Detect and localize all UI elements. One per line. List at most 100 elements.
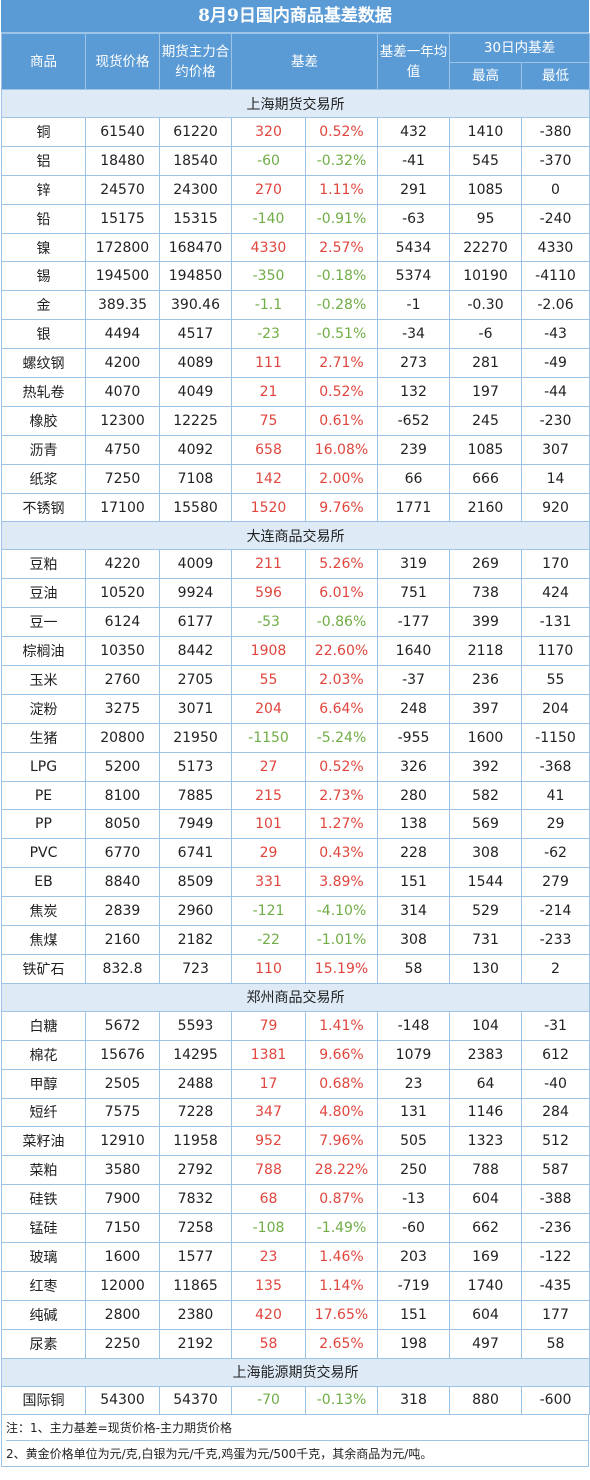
- futures-price-cell: 8442: [159, 636, 232, 667]
- futures-price-cell: 11958: [159, 1126, 232, 1157]
- basis-30d-high-cell: 569: [449, 809, 522, 840]
- table-row: 锡 194500 194850 -350 -0.18% 5374 10190 -4110: [1, 261, 590, 292]
- basis-30d-high-cell: 1410: [449, 117, 522, 147]
- spot-price-cell: 2760: [85, 665, 160, 695]
- sheet-title: 8月9日国内商品基差数据: [1, 0, 589, 33]
- commodity-cell: 锡: [1, 261, 86, 292]
- spot-price-cell: 7250: [85, 463, 160, 494]
- spot-price-cell: 12300: [85, 405, 160, 436]
- spot-price-cell: 4494: [85, 319, 160, 350]
- basis-year-avg-cell: 132: [377, 377, 450, 407]
- basis-percent-cell: -5.24%: [305, 722, 378, 753]
- spot-price-cell: 12910: [85, 1126, 160, 1157]
- basis-year-avg-cell: 505: [377, 1126, 450, 1157]
- spot-price-cell: 2505: [85, 1068, 160, 1099]
- futures-price-cell: 7949: [159, 809, 232, 840]
- futures-price-cell: 1577: [159, 1241, 232, 1272]
- commodity-cell: EB: [1, 867, 86, 898]
- basis-year-avg-cell: 239: [377, 434, 450, 465]
- commodity-cell: 尿素: [1, 1328, 86, 1359]
- basis-year-avg-cell: -652: [377, 405, 450, 436]
- exchange-section-header: 郑州商品交易所: [1, 982, 590, 1012]
- basis-30d-high-cell: 104: [449, 1010, 522, 1041]
- commodity-cell: 豆粕: [1, 549, 86, 580]
- basis-value-cell: -23: [231, 319, 306, 350]
- basis-30d-low-cell: -236: [521, 1213, 590, 1243]
- basis-30d-high-cell: 666: [449, 463, 522, 494]
- basis-year-avg-cell: 280: [377, 780, 450, 811]
- commodity-cell: 焦炭: [1, 896, 86, 927]
- basis-30d-high-cell: 236: [449, 665, 522, 695]
- commodity-cell: 菜粕: [1, 1155, 86, 1186]
- basis-percent-cell: -0.86%: [305, 607, 378, 638]
- basis-30d-low-cell: 279: [521, 867, 590, 898]
- basis-30d-low-cell: -370: [521, 145, 590, 176]
- table-row: 甲醇 2505 2488 17 0.68% 23 64 -40: [1, 1068, 590, 1099]
- basis-30d-high-cell: 169: [449, 1241, 522, 1272]
- exchange-section-header: 上海能源期货交易所: [1, 1357, 590, 1387]
- exchange-name: 大连商品交易所: [1, 521, 590, 551]
- table-row: 淀粉 3275 3071 204 6.64% 248 397 204: [1, 693, 590, 724]
- basis-30d-high-cell: 95: [449, 203, 522, 234]
- basis-value-cell: 68: [231, 1184, 306, 1215]
- basis-year-avg-cell: 66: [377, 463, 450, 494]
- spot-price-cell: 15676: [85, 1039, 160, 1070]
- basis-30d-low-cell: -40: [521, 1068, 590, 1099]
- table-row: 豆油 10520 9924 596 6.01% 751 738 424: [1, 578, 590, 609]
- spot-price-cell: 389.35: [85, 290, 160, 321]
- basis-value-cell: 27: [231, 751, 306, 782]
- commodity-cell: PP: [1, 809, 86, 840]
- spot-price-cell: 24570: [85, 174, 160, 205]
- futures-price-cell: 4517: [159, 319, 232, 350]
- basis-30d-low-cell: 0: [521, 174, 590, 205]
- futures-price-cell: 2960: [159, 896, 232, 927]
- spot-price-cell: 7150: [85, 1213, 160, 1243]
- basis-year-avg-cell: 291: [377, 174, 450, 205]
- basis-percent-cell: 0.43%: [305, 838, 378, 869]
- basis-30d-high-cell: 10190: [449, 261, 522, 292]
- basis-year-avg-cell: 23: [377, 1068, 450, 1099]
- basis-30d-low-cell: 170: [521, 549, 590, 580]
- basis-30d-high-cell: 22270: [449, 232, 522, 263]
- basis-percent-cell: 2.03%: [305, 665, 378, 695]
- basis-30d-high-cell: 731: [449, 925, 522, 955]
- exchange-name: 上海期货交易所: [1, 89, 590, 118]
- commodity-cell: 红枣: [1, 1270, 86, 1301]
- commodity-cell: 短纤: [1, 1097, 86, 1128]
- commodity-cell: 铝: [1, 145, 86, 176]
- futures-price-cell: 390.46: [159, 290, 232, 321]
- table-row: 菜籽油 12910 11958 952 7.96% 505 1323 512: [1, 1126, 590, 1157]
- table-row: 铁矿石 832.8 723 110 15.19% 58 130 2: [1, 953, 590, 984]
- basis-percent-cell: 15.19%: [305, 953, 378, 984]
- basis-30d-low-cell: -368: [521, 751, 590, 782]
- basis-year-avg-cell: 151: [377, 867, 450, 898]
- spot-price-cell: 54300: [85, 1385, 160, 1416]
- table-row: 玻璃 1600 1577 23 1.46% 203 169 -122: [1, 1241, 590, 1272]
- exchange-section-header: 大连商品交易所: [1, 521, 590, 551]
- basis-value-cell: 75: [231, 405, 306, 436]
- basis-30d-high-cell: 604: [449, 1299, 522, 1330]
- basis-year-avg-cell: 151: [377, 1299, 450, 1330]
- basis-30d-low-cell: 424: [521, 578, 590, 609]
- futures-price-cell: 168470: [159, 232, 232, 263]
- commodity-cell: 淀粉: [1, 693, 86, 724]
- spot-price-cell: 10520: [85, 578, 160, 609]
- basis-30d-low-cell: 307: [521, 434, 590, 465]
- basis-30d-low-cell: 284: [521, 1097, 590, 1128]
- spot-price-cell: 5200: [85, 751, 160, 782]
- basis-30d-low-cell: -230: [521, 405, 590, 436]
- basis-value-cell: -53: [231, 607, 306, 638]
- futures-price-cell: 24300: [159, 174, 232, 205]
- futures-price-cell: 11865: [159, 1270, 232, 1301]
- basis-30d-low-cell: -233: [521, 925, 590, 955]
- commodity-cell: 镍: [1, 232, 86, 263]
- basis-value-cell: -22: [231, 925, 306, 955]
- basis-year-avg-cell: -1: [377, 290, 450, 321]
- commodity-cell: 玉米: [1, 665, 86, 695]
- spot-price-cell: 3580: [85, 1155, 160, 1186]
- basis-value-cell: -140: [231, 203, 306, 234]
- table-row: EB 8840 8509 331 3.89% 151 1544 279: [1, 867, 590, 898]
- table-row: 尿素 2250 2192 58 2.65% 198 497 58: [1, 1328, 590, 1359]
- basis-year-avg-cell: 319: [377, 549, 450, 580]
- futures-price-cell: 12225: [159, 405, 232, 436]
